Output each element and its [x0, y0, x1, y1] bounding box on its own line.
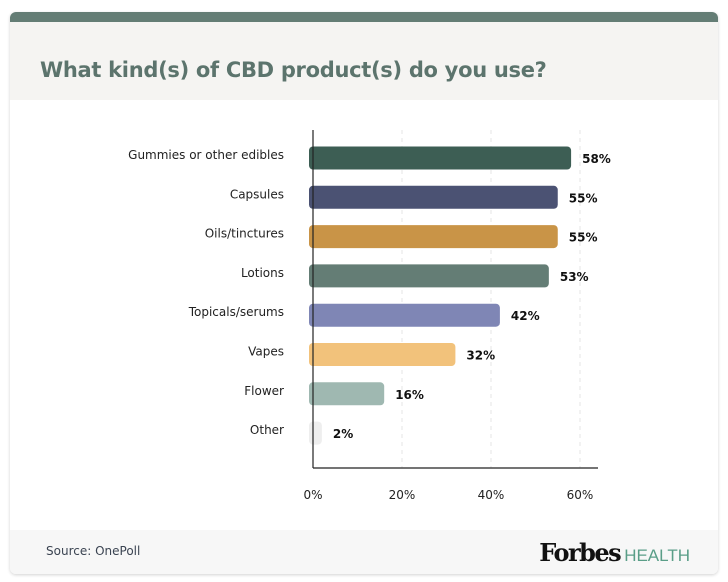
bar: [309, 421, 322, 445]
logo-brand: Forbes: [539, 538, 621, 567]
bar: [309, 185, 558, 209]
category-label: Gummies or other edibles: [128, 148, 284, 162]
bar: [309, 146, 572, 170]
chart-title: What kind(s) of CBD product(s) do you us…: [40, 58, 547, 82]
value-label: 58%: [582, 152, 611, 166]
logo-sub: HEALTH: [624, 546, 690, 565]
forbes-health-logo: Forbes HEALTH: [539, 538, 690, 567]
value-label: 2%: [333, 427, 353, 441]
source-note: Source: OnePoll: [46, 544, 141, 558]
value-label: 32%: [466, 349, 495, 363]
bar: [309, 303, 500, 327]
category-label: Topicals/serums: [188, 305, 284, 319]
value-label: 53%: [560, 270, 589, 284]
category-label: Capsules: [230, 187, 284, 201]
x-tick-label: 20%: [389, 488, 416, 502]
chart-footer: Source: OnePoll Forbes HEALTH: [10, 530, 718, 574]
bar: [309, 343, 456, 366]
category-label: Lotions: [241, 266, 284, 280]
bar: [309, 264, 549, 288]
category-label: Vapes: [248, 345, 284, 359]
value-label: 16%: [395, 388, 424, 402]
category-label: Oils/tinctures: [205, 227, 284, 241]
chart-card: What kind(s) of CBD product(s) do you us…: [10, 12, 718, 574]
value-label: 55%: [569, 191, 598, 205]
accent-bar: [10, 12, 718, 22]
chart-header: What kind(s) of CBD product(s) do you us…: [10, 22, 718, 100]
x-tick-label: 0%: [303, 488, 322, 502]
x-tick-label: 60%: [567, 488, 594, 502]
x-tick-label: 40%: [478, 488, 505, 502]
category-label: Flower: [244, 384, 284, 398]
value-label: 42%: [511, 309, 540, 323]
value-label: 55%: [569, 231, 598, 245]
bar: [309, 382, 385, 406]
bar: [309, 225, 558, 249]
category-label: Other: [250, 423, 284, 437]
